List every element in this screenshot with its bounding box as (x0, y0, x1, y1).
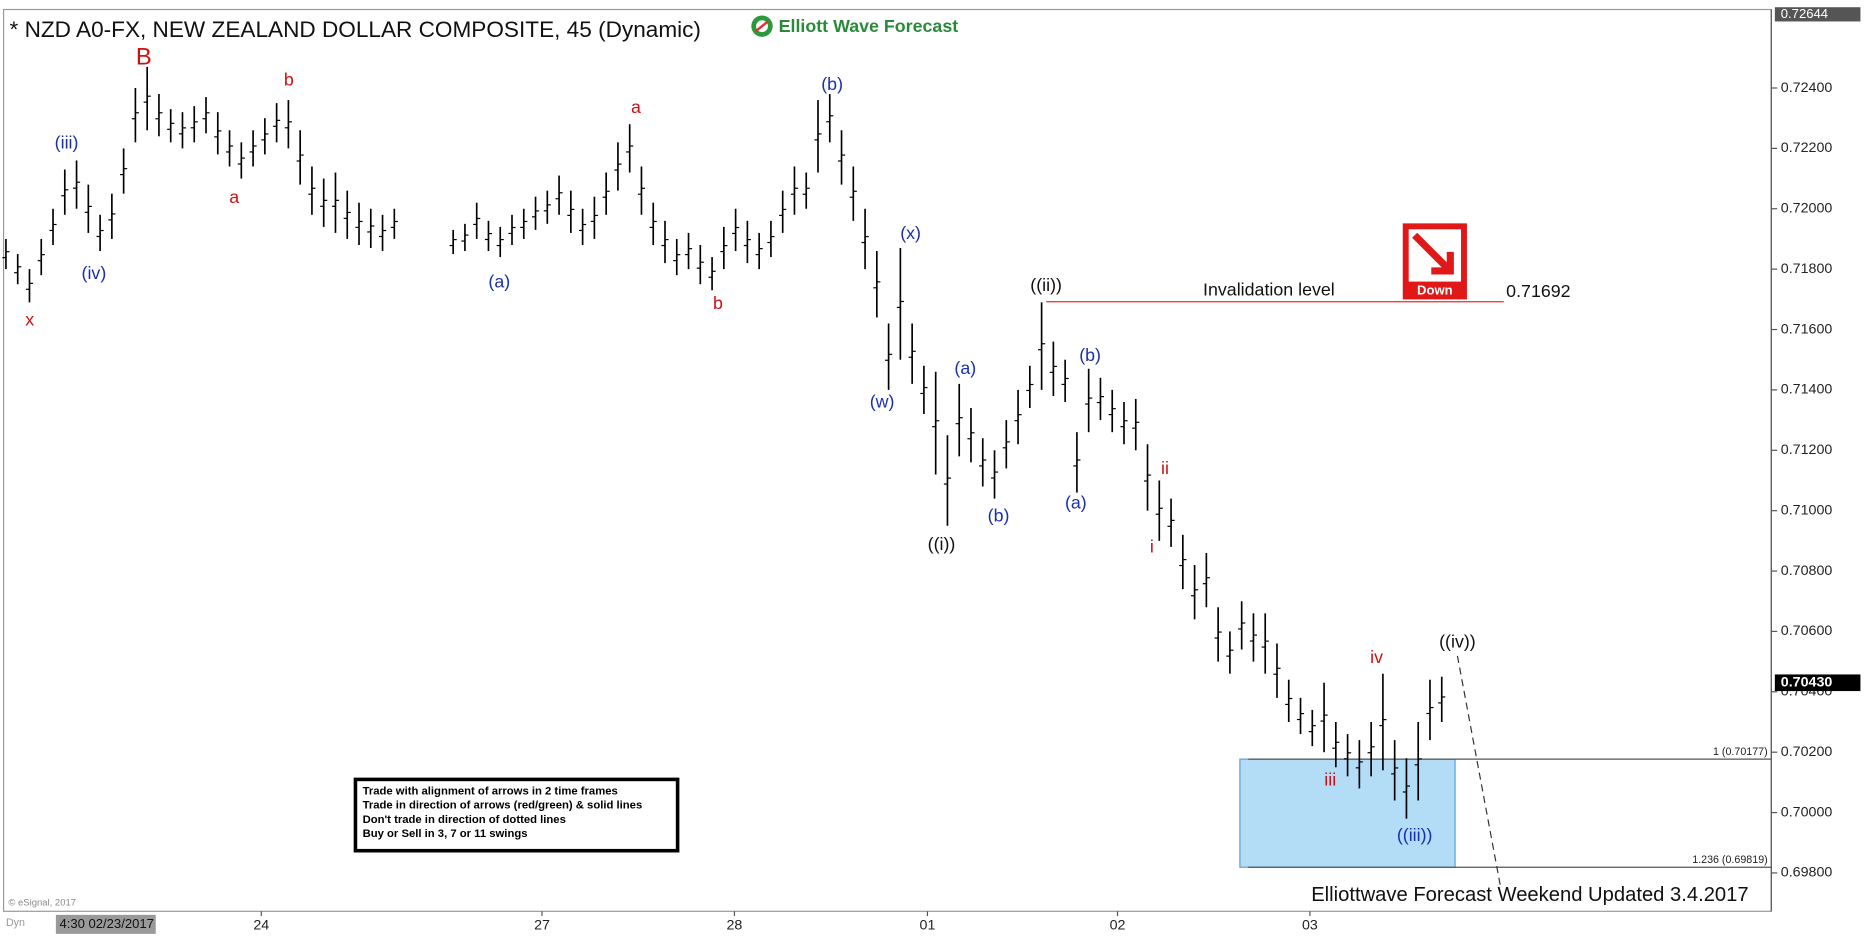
last-price-box (1774, 674, 1861, 692)
wave-label: (iv) (82, 263, 107, 283)
rule-text: Buy or Sell in 3, 7 or 11 swings (363, 828, 528, 840)
logo-text: Elliott Wave Forecast (779, 16, 959, 36)
last-price-label: 0.70430 (1781, 675, 1833, 691)
wave-label: (a) (488, 271, 510, 291)
y-tick-label: 0.70600 (1781, 623, 1833, 639)
wave-label: x (25, 310, 34, 330)
x-tick-label: 03 (1302, 917, 1318, 933)
wave-label: (iii) (55, 132, 79, 152)
y-tick-label: 0.71200 (1781, 442, 1833, 458)
wave-label: a (631, 97, 641, 117)
wave-label: ii (1161, 458, 1169, 478)
down-icon-arrow (1412, 232, 1454, 275)
rule-text: Trade in direction of arrows (red/green)… (363, 800, 643, 812)
y-tick-label: 0.72400 (1781, 80, 1833, 96)
target-zone (1239, 758, 1456, 868)
wave-label: ((iii)) (1397, 825, 1433, 845)
rule-text: Trade with alignment of arrows in 2 time… (363, 785, 618, 797)
down-icon-label: Down (1417, 283, 1453, 298)
wave-label: ((ii)) (1030, 275, 1062, 295)
wave-label: b (713, 293, 723, 313)
invalidation-label: Invalidation level (1203, 280, 1335, 300)
wave-label: (b) (988, 506, 1010, 526)
x-tick-label: 24 (253, 917, 269, 933)
wave-label: (x) (900, 223, 921, 243)
y-tick-label: 0.70800 (1781, 563, 1833, 579)
y-tick-label: 0.72200 (1781, 140, 1833, 156)
x-tick-label: 01 (920, 917, 936, 933)
wave-label: (b) (821, 74, 843, 94)
wave-label: i (1150, 536, 1154, 556)
fib-level-label: 1 (0.70177) (1713, 746, 1768, 758)
start-label: 4:30 02/23/2017 (59, 916, 153, 931)
y-tick-label: 0.72000 (1781, 201, 1833, 217)
x-tick-label: 28 (727, 917, 743, 933)
y-tick-label: 0.71600 (1781, 321, 1833, 337)
y-tick-label: 0.71400 (1781, 382, 1833, 398)
wave-label: (a) (1065, 492, 1087, 512)
rules-frame (353, 777, 680, 853)
wave-label: a (229, 187, 239, 207)
logo-icon-arrow (755, 20, 769, 32)
wave-label: ((iv)) (1439, 631, 1476, 651)
copyright: © eSignal, 2017 (8, 897, 76, 908)
mode-label: Dyn (6, 917, 25, 929)
top-price-label: 0.72644 (1781, 6, 1828, 21)
fib-level-label: 1.236 (0.69819) (1692, 854, 1767, 866)
wave-label: iii (1324, 769, 1336, 789)
y-tick-label: 0.70200 (1781, 744, 1833, 760)
invalidation-value: 0.71692 (1506, 281, 1570, 301)
wave-label: (w) (870, 391, 895, 411)
y-tick-label: 0.69800 (1781, 865, 1833, 881)
wave-label: (b) (1079, 345, 1101, 365)
wave-label: (a) (954, 358, 976, 378)
wave-label: b (284, 69, 294, 89)
down-icon: Down (1402, 223, 1467, 300)
rule-text: Don't trade in direction of dotted lines (363, 814, 566, 826)
y-tick-label: 0.70000 (1781, 804, 1833, 820)
footer-note: Elliottwave Forecast Weekend Updated 3.4… (1311, 884, 1748, 906)
y-tick-label: 0.71000 (1781, 502, 1833, 518)
projection-line (1456, 655, 1501, 886)
logo: Elliott Wave Forecast (751, 15, 959, 37)
wave-label: iv (1370, 647, 1383, 667)
chart-title: * NZD A0-FX, NEW ZEALAND DOLLAR COMPOSIT… (10, 17, 701, 42)
x-tick-label: 27 (534, 917, 550, 933)
rules-box: Trade with alignment of arrows in 2 time… (353, 777, 680, 853)
x-tick-label: 02 (1110, 917, 1126, 933)
start-label-box (55, 914, 156, 934)
wave-label: ((i)) (928, 534, 956, 554)
wave-label: B (136, 44, 152, 71)
top-price-box (1774, 7, 1861, 22)
y-tick-label: 0.71800 (1781, 261, 1833, 277)
